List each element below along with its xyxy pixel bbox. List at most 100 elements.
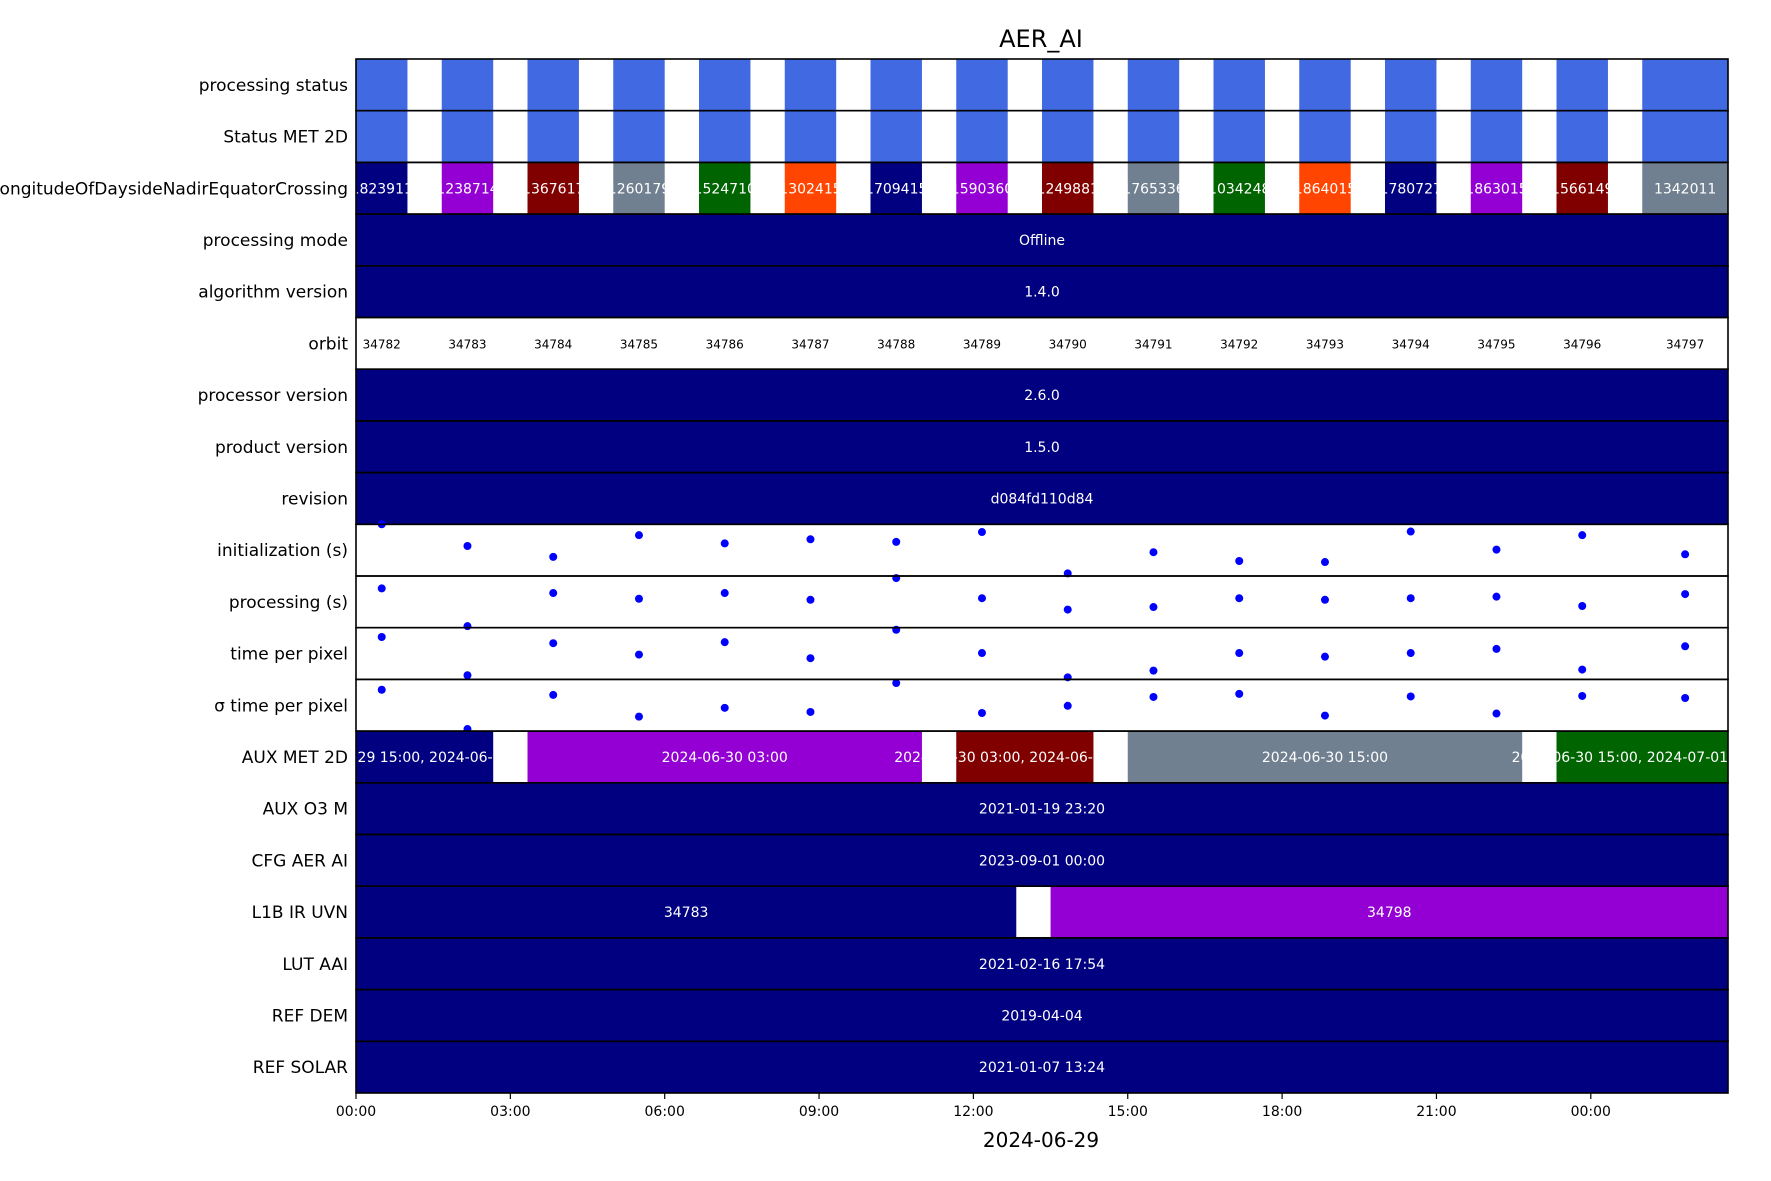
orbit-label: 34797 xyxy=(1666,337,1704,351)
bar-label: 1864015 xyxy=(1294,181,1356,197)
bar-label: 2024-06-30 15:00, 2024-07-01 03:00 xyxy=(1512,750,1771,766)
timeline-bar xyxy=(1470,59,1523,111)
bar-label: d084fd110d84 xyxy=(991,491,1094,507)
row-label: L1B IR UVN xyxy=(252,903,348,923)
data-point xyxy=(977,709,986,718)
data-point xyxy=(549,639,558,648)
data-point xyxy=(634,594,643,603)
x-tick-label: 15:00 xyxy=(1108,1104,1148,1120)
data-point xyxy=(892,679,901,688)
timeline-bar xyxy=(1556,731,1728,783)
timeline-bar xyxy=(1556,59,1608,111)
data-point xyxy=(549,690,558,699)
timeline-bar xyxy=(1042,162,1094,215)
data-point xyxy=(977,594,986,603)
timeline-bar xyxy=(956,162,1008,215)
row-labels: processing status Status MET 2D LongitudeO… xyxy=(0,76,348,1078)
data-point xyxy=(634,531,643,540)
x-tick-label: 21:00 xyxy=(1416,1104,1456,1120)
bar-label: 1709415 xyxy=(865,181,927,197)
timeline-bar xyxy=(956,110,1008,163)
orbit-label: 34793 xyxy=(1306,337,1344,351)
data-point xyxy=(1406,594,1415,603)
orbit-label: 34782 xyxy=(363,337,401,351)
data-point xyxy=(1578,531,1587,540)
orbit-label: 34784 xyxy=(534,337,572,351)
orbit-label: 34789 xyxy=(963,337,1001,351)
timeline-bar xyxy=(356,731,494,783)
data-point xyxy=(1492,545,1501,554)
orbit-label: 34791 xyxy=(1134,337,1172,351)
timeline-bar xyxy=(784,59,837,111)
timeline-bar xyxy=(870,59,922,111)
timeline-bar xyxy=(956,59,1008,111)
data-point xyxy=(634,712,643,721)
timeline-bar xyxy=(1470,110,1523,163)
bar-label: 2021-01-19 23:20 xyxy=(979,802,1105,818)
data-point xyxy=(1235,689,1244,698)
bar-label: 34798 xyxy=(1367,905,1412,921)
timeline-bar xyxy=(699,162,751,215)
bar-label: 1260179 xyxy=(608,181,670,197)
timeline-bar xyxy=(1042,110,1094,163)
bar-label: 1238714 xyxy=(436,181,498,197)
row-frame xyxy=(355,1040,1729,1094)
x-tick-label: 18:00 xyxy=(1262,1104,1302,1120)
timeline-bar xyxy=(356,369,1728,421)
bar-label: 1.5.0 xyxy=(1024,440,1060,456)
data-point xyxy=(1406,527,1415,536)
row-label: processing (s) xyxy=(229,593,348,613)
bar-label: 2024-06-29 15:00, 2024-06-30 03:00 xyxy=(294,750,555,766)
bar-label: 1367617 xyxy=(522,181,584,197)
timeline-bar xyxy=(441,162,494,215)
data-point xyxy=(1681,590,1690,599)
orbit-label: 34795 xyxy=(1477,337,1515,351)
orbit-label: 34796 xyxy=(1563,337,1601,351)
timeline-bar xyxy=(1385,110,1437,163)
data-point xyxy=(377,685,386,694)
row-label: processor version xyxy=(198,386,348,406)
timeline-bar xyxy=(356,420,1728,473)
timeline-bar xyxy=(956,731,1094,783)
timeline-bar xyxy=(1213,110,1265,163)
data-point xyxy=(1235,649,1244,658)
data-point xyxy=(463,671,472,680)
bar-label: 1590360 xyxy=(951,181,1013,197)
bar-label: 1823911 xyxy=(351,181,413,197)
data-point xyxy=(1406,649,1415,658)
timeline-bar xyxy=(699,59,751,111)
row-label: AUX MET 2D xyxy=(242,748,348,768)
data-point xyxy=(720,539,729,548)
bar-label: 1342011 xyxy=(1654,181,1716,197)
timeline-bar xyxy=(356,937,1728,990)
timeline-bar xyxy=(1642,59,1728,111)
orbit-label: 34792 xyxy=(1220,337,1258,351)
data-point xyxy=(1063,605,1072,614)
data-point xyxy=(1063,701,1072,710)
timeline-bar xyxy=(356,886,1017,938)
row-label: revision xyxy=(281,489,348,509)
x-tick-label: 06:00 xyxy=(645,1104,685,1120)
timeline-bar xyxy=(784,162,837,215)
data-point xyxy=(1578,691,1587,700)
timeline-bar xyxy=(527,110,579,163)
timeline-bar xyxy=(356,110,408,163)
data-point xyxy=(463,542,472,551)
row-label: REF DEM xyxy=(272,1006,348,1026)
timeline-bar xyxy=(613,59,665,111)
bar-label: 2024-06-30 03:00, 2024-06-30 15:00 xyxy=(894,750,1155,766)
data-point xyxy=(1681,642,1690,651)
row-label: orbit xyxy=(308,334,348,354)
data-point xyxy=(634,650,643,659)
orbit-label: 34790 xyxy=(1049,337,1087,351)
data-point xyxy=(720,703,729,712)
row-label: CFG AER AI xyxy=(252,851,348,871)
data-point xyxy=(1406,692,1415,701)
x-tick-label: 00:00 xyxy=(336,1104,376,1120)
data-point xyxy=(977,528,986,537)
bar-label: 2021-02-16 17:54 xyxy=(979,957,1105,973)
data-point xyxy=(720,589,729,598)
timeline-bar xyxy=(1556,162,1608,215)
row-label: algorithm version xyxy=(198,283,348,303)
